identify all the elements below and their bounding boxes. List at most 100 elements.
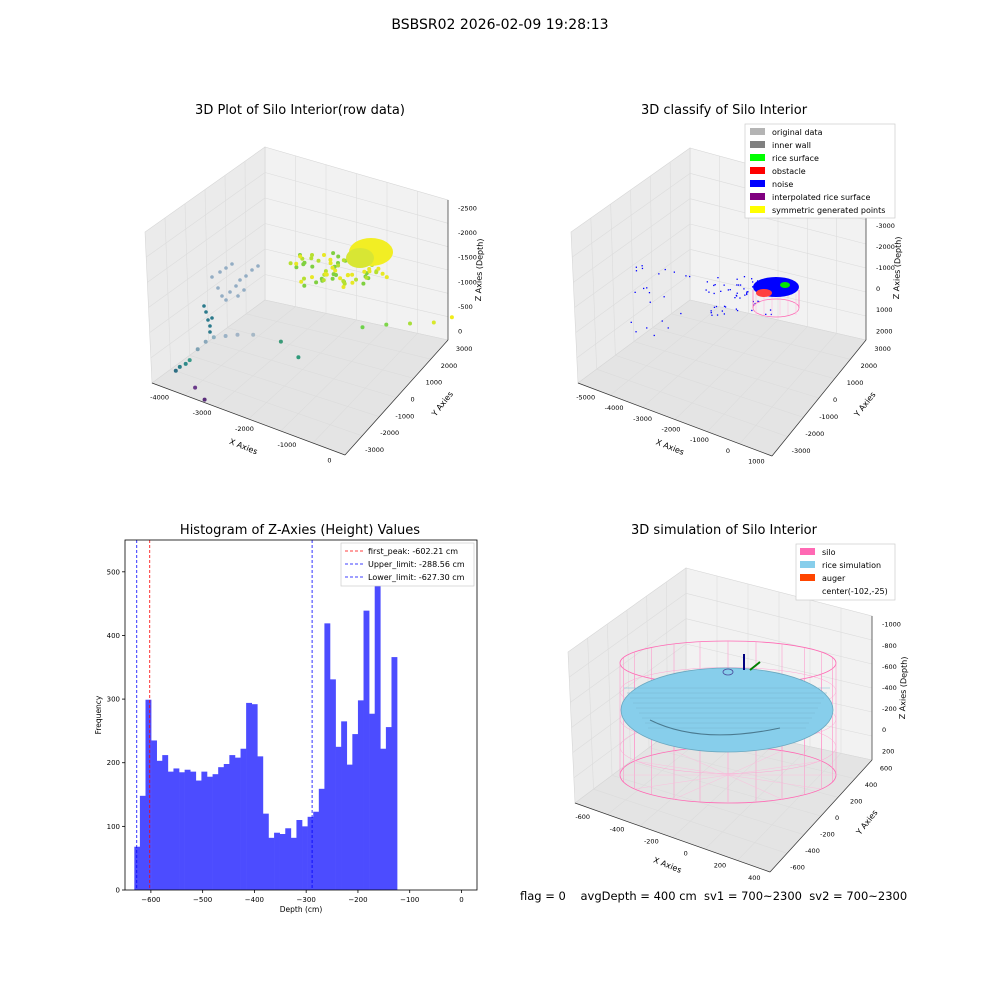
histogram-bar xyxy=(391,657,398,890)
plot4-y-tick-label: 400 xyxy=(865,781,877,789)
histogram-bar xyxy=(274,832,280,890)
histogram-bar xyxy=(212,774,219,890)
plot4-legend-swatch xyxy=(800,574,815,581)
plot2-noise-point xyxy=(720,290,722,292)
plot1-data-point xyxy=(380,271,385,276)
plot1-data-point xyxy=(195,347,200,352)
histogram-legend-label: first_peak: -602.21 cm xyxy=(368,547,458,556)
plot1-data-point xyxy=(278,339,283,344)
plot1-data-point xyxy=(310,253,314,257)
plot4-title: 3D simulation of Silo Interior xyxy=(631,523,817,538)
histogram-x-tick-label: −200 xyxy=(348,896,367,904)
plot2-noise-point xyxy=(634,291,636,293)
histogram-y-tick-label: 400 xyxy=(107,632,120,640)
histogram-bar xyxy=(190,771,197,890)
plot4-center-marker xyxy=(722,668,734,676)
plot1-x-tick-label: -1000 xyxy=(278,441,297,449)
plot2-legend-swatch xyxy=(750,167,765,174)
plot1-data-point xyxy=(330,265,335,270)
plot1-y-tick-label: 3000 xyxy=(456,345,473,353)
plot2-noise-point xyxy=(734,297,736,299)
plot2-z-tick-label: -2000 xyxy=(876,243,895,251)
plot2-legend-label: noise xyxy=(772,180,793,189)
plot4-rice-contour xyxy=(649,719,781,736)
plot1-data-point xyxy=(250,268,254,272)
plot2-noise-point xyxy=(706,281,708,283)
plot2-legend-swatch xyxy=(750,128,765,135)
plot1-title: 3D Plot of Silo Interior(row data) xyxy=(195,103,405,118)
histogram-bar xyxy=(268,837,275,890)
plot1-data-point xyxy=(330,276,335,281)
plot1-data-point xyxy=(224,298,228,302)
histogram-bar xyxy=(218,767,225,890)
plot1-z-tick-label: -2500 xyxy=(458,204,477,212)
plot1-x-tick-label: -2000 xyxy=(235,425,254,433)
plot2-noise-point xyxy=(663,296,665,298)
plot2-noise-point xyxy=(769,309,772,311)
histogram-bar xyxy=(229,755,236,890)
plot2-x-tick-label: 0 xyxy=(726,447,730,455)
plot2-legend-label: rice surface xyxy=(772,154,819,163)
histogram-bar xyxy=(173,768,180,890)
plot2-noise-point xyxy=(667,327,669,329)
histogram-bar xyxy=(167,771,174,890)
plot4-z-tick-label: 0 xyxy=(882,726,886,734)
histogram-bar xyxy=(257,756,264,890)
plot1-data-point xyxy=(206,318,210,322)
plot2-noise-point xyxy=(736,292,738,294)
plot1-data-point xyxy=(242,288,246,292)
histogram-y-tick-label: 300 xyxy=(107,696,120,704)
plot2-noise-point xyxy=(635,331,637,333)
histogram-bar xyxy=(357,700,364,890)
plot2-noise-point xyxy=(710,310,712,312)
plot2-noise-point xyxy=(746,292,748,294)
plot2-y-tick-label: 0 xyxy=(833,396,837,404)
plot1-data-point xyxy=(314,280,319,285)
plot1-data-point xyxy=(321,278,326,283)
plot2-noise-point xyxy=(664,268,666,271)
histogram-bar xyxy=(374,558,381,890)
plot2-noise-point xyxy=(724,306,727,308)
histogram-bar xyxy=(329,679,336,890)
plot2-title: 3D classify of Silo Interior xyxy=(640,103,808,118)
plot1-data-point xyxy=(408,321,412,326)
plot4-silo-floor-spoke xyxy=(673,774,729,800)
plot2-noise-point xyxy=(743,288,745,290)
plot1-data-point xyxy=(288,261,293,266)
histogram-bar xyxy=(302,826,308,890)
plot2-noise-point xyxy=(708,291,710,293)
plot4-x-axis-line xyxy=(574,802,771,873)
plot1-data-point xyxy=(376,266,381,271)
plot1-y-tick-label: -1000 xyxy=(395,412,414,420)
histogram-bar xyxy=(151,740,157,890)
plot1-data-point xyxy=(354,277,358,282)
histogram-y-tick-label: 500 xyxy=(107,568,120,576)
histogram-x-axis-label: Depth (cm) xyxy=(280,905,323,914)
histogram-bar xyxy=(251,704,258,890)
plot2-y-tick-label: -2000 xyxy=(805,430,824,438)
plot1-grid-line xyxy=(264,172,449,224)
plot1-grid-line xyxy=(170,368,363,437)
plot2-noise-point xyxy=(714,284,716,286)
plot2-noise-point xyxy=(646,287,648,289)
plot2-x-tick-label: 1000 xyxy=(748,458,765,466)
plot4-legend-label: silo xyxy=(822,548,836,557)
plot2-x-tick-label: -3000 xyxy=(633,415,652,423)
plot4-y-tick-label: 200 xyxy=(850,798,862,806)
plot4-y-axis-line xyxy=(769,759,873,873)
histogram-bar xyxy=(352,734,359,890)
plot2-noise-point xyxy=(717,277,719,279)
plot1-data-point xyxy=(202,304,206,308)
plot4-y-tick-label: 0 xyxy=(835,814,839,822)
plot4-z-axis-label: Z Axies (Depth) xyxy=(898,656,909,719)
plot1-data-point xyxy=(309,256,314,261)
plot2-noise-point xyxy=(735,308,737,310)
plot4-x-tick-label: -200 xyxy=(644,837,659,845)
plot2-legend-swatch xyxy=(750,154,765,161)
plot2-z-axis-label: Z Axies (Depth) xyxy=(892,236,903,299)
plot2-grid-line xyxy=(590,217,597,370)
plot2-noise-point xyxy=(641,265,643,267)
plot4-legend-swatch xyxy=(800,561,815,568)
plot2-noise-point xyxy=(635,266,637,268)
